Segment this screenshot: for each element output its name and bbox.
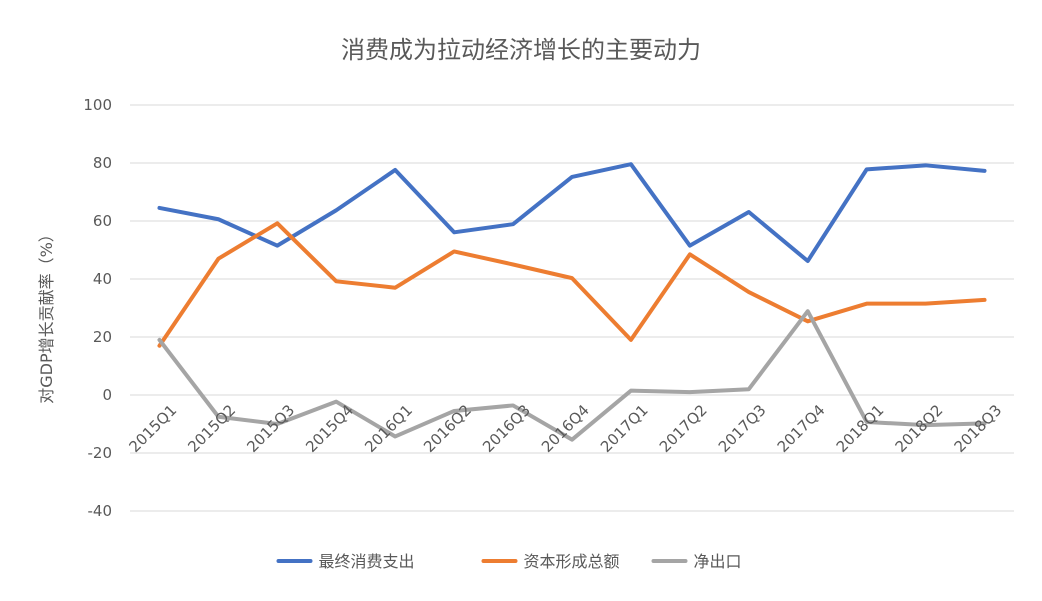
x-tick-label: 2017Q1 (597, 401, 652, 456)
x-tick-label: 2015Q1 (125, 401, 180, 456)
y-tick-label: 0 (102, 386, 112, 404)
gridlines (130, 104, 1014, 512)
legend: 最终消费支出 资本形成总额 净出口 (276, 552, 742, 571)
y-axis-label: 对GDP增长贡献率（%） (37, 226, 56, 404)
x-tick-label: 2018Q3 (951, 401, 1006, 456)
legend-label: 最终消费支出 (319, 552, 415, 571)
x-tick-label: 2017Q2 (656, 401, 711, 456)
x-tick-label: 2017Q3 (715, 401, 770, 456)
y-axis-ticks: 100 80 60 40 20 0 -20 -40 (83, 96, 112, 520)
x-tick-label: 2017Q4 (774, 401, 829, 456)
chart-title: 消费成为拉动经济增长的主要动力 (341, 36, 701, 64)
x-axis-ticks: 2015Q1 2015Q2 2015Q3 2015Q4 2016Q1 2016Q2 2016… (125, 401, 1005, 456)
legend-label: 资本形成总额 (524, 552, 620, 571)
x-tick-label: 2016Q2 (420, 401, 475, 456)
y-tick-label: 80 (93, 154, 112, 172)
y-tick-label: 100 (83, 96, 112, 114)
series-line-1 (157, 221, 987, 348)
y-tick-label: 40 (93, 270, 112, 288)
y-tick-label: 20 (93, 328, 112, 346)
y-tick-label: -20 (88, 444, 113, 462)
y-tick-label: -40 (88, 502, 113, 520)
series-line-2 (157, 309, 987, 442)
series-line-0 (157, 162, 987, 264)
series-lines (157, 162, 987, 442)
x-tick-label: 2015Q3 (243, 401, 298, 456)
y-tick-label: 60 (93, 212, 112, 230)
legend-label: 净出口 (694, 552, 742, 571)
x-tick-label: 2018Q2 (892, 401, 947, 456)
x-tick-label: 2016Q1 (361, 401, 416, 456)
